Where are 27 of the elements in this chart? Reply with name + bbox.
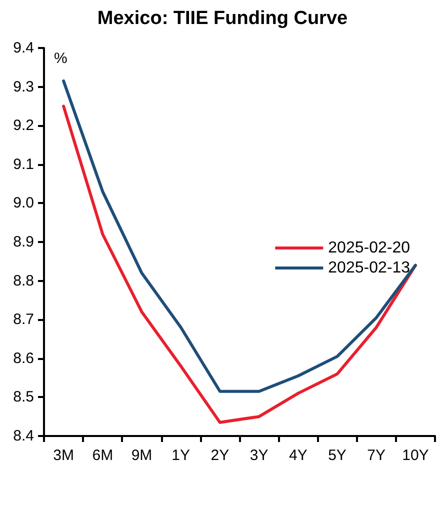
y-tick-label: 9.2 [13,117,34,134]
y-tick-label: 8.6 [13,350,34,367]
y-tick-label: 9.0 [13,194,34,212]
y-tick-label: 8.9 [13,234,34,250]
x-tick-label: 10Y [402,447,429,464]
y-tick-label: 8.8 [13,272,34,290]
y-tick-label: 9.1 [13,156,34,173]
y-tick-label: 8.5 [13,388,34,406]
y-tick-label: 8.7 [13,311,34,328]
line-series [62,104,417,424]
x-tick-label: 9M [131,447,152,464]
legend-label: 2025-02-20 [328,240,410,256]
y-tick-label: 9.3 [13,78,34,96]
chart-title: Mexico: TIIE Funding Curve [97,8,348,29]
x-tick-label: 7Y [367,447,386,464]
line-series [62,79,417,393]
x-tick-label: 5Y [328,447,346,464]
legend-label: 2025-02-13 [328,260,410,276]
y-tick-label: 9.4 [13,40,34,56]
x-tick-label: 6M [92,447,114,464]
y-axis-title: % [54,50,68,67]
x-tick-label: 1Y [172,447,190,464]
x-tick-label: 4Y [288,447,308,464]
y-tick-label: 8.4 [13,428,34,444]
x-tick-label: 3M [53,447,74,464]
x-tick-label: 3Y [250,447,268,464]
x-tick-label: 2Y [210,447,230,464]
